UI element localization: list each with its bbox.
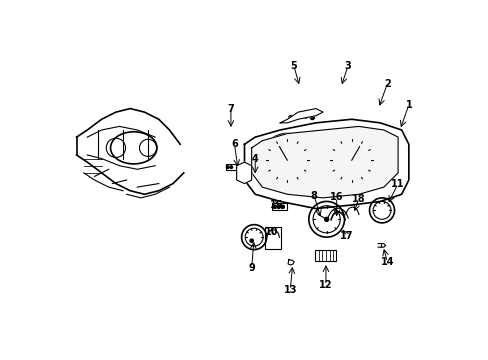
Text: 11: 11 xyxy=(390,179,404,189)
Circle shape xyxy=(272,205,276,208)
Text: 7: 7 xyxy=(227,104,234,113)
Bar xyxy=(315,250,335,261)
Circle shape xyxy=(281,205,284,208)
Text: 8: 8 xyxy=(310,191,317,201)
Text: 12: 12 xyxy=(319,280,332,291)
Bar xyxy=(225,164,235,170)
Text: 13: 13 xyxy=(283,285,296,295)
Text: 6: 6 xyxy=(231,139,237,149)
Bar xyxy=(272,203,286,210)
Circle shape xyxy=(303,114,307,118)
Circle shape xyxy=(276,205,280,208)
Polygon shape xyxy=(244,119,408,208)
Circle shape xyxy=(241,171,244,175)
Text: 16: 16 xyxy=(329,192,343,202)
Text: 15: 15 xyxy=(269,200,283,210)
Text: 1: 1 xyxy=(405,100,411,110)
Circle shape xyxy=(249,239,253,243)
Circle shape xyxy=(295,113,300,118)
Circle shape xyxy=(241,175,244,178)
Text: 17: 17 xyxy=(340,231,353,242)
Circle shape xyxy=(241,167,244,171)
Circle shape xyxy=(226,166,229,168)
Text: 2: 2 xyxy=(383,78,390,89)
Text: 10: 10 xyxy=(264,227,278,237)
Circle shape xyxy=(324,217,328,221)
Circle shape xyxy=(284,157,290,163)
Circle shape xyxy=(288,115,292,120)
Text: 9: 9 xyxy=(248,262,255,273)
Text: 14: 14 xyxy=(380,257,393,267)
Text: 5: 5 xyxy=(290,61,297,71)
Polygon shape xyxy=(236,162,251,184)
Polygon shape xyxy=(280,109,323,123)
Text: 18: 18 xyxy=(351,194,365,203)
Circle shape xyxy=(348,157,354,163)
Bar xyxy=(264,227,281,249)
Circle shape xyxy=(229,166,232,168)
Text: 3: 3 xyxy=(344,61,351,71)
Polygon shape xyxy=(251,126,397,198)
Text: 4: 4 xyxy=(251,154,258,163)
Circle shape xyxy=(309,115,314,120)
